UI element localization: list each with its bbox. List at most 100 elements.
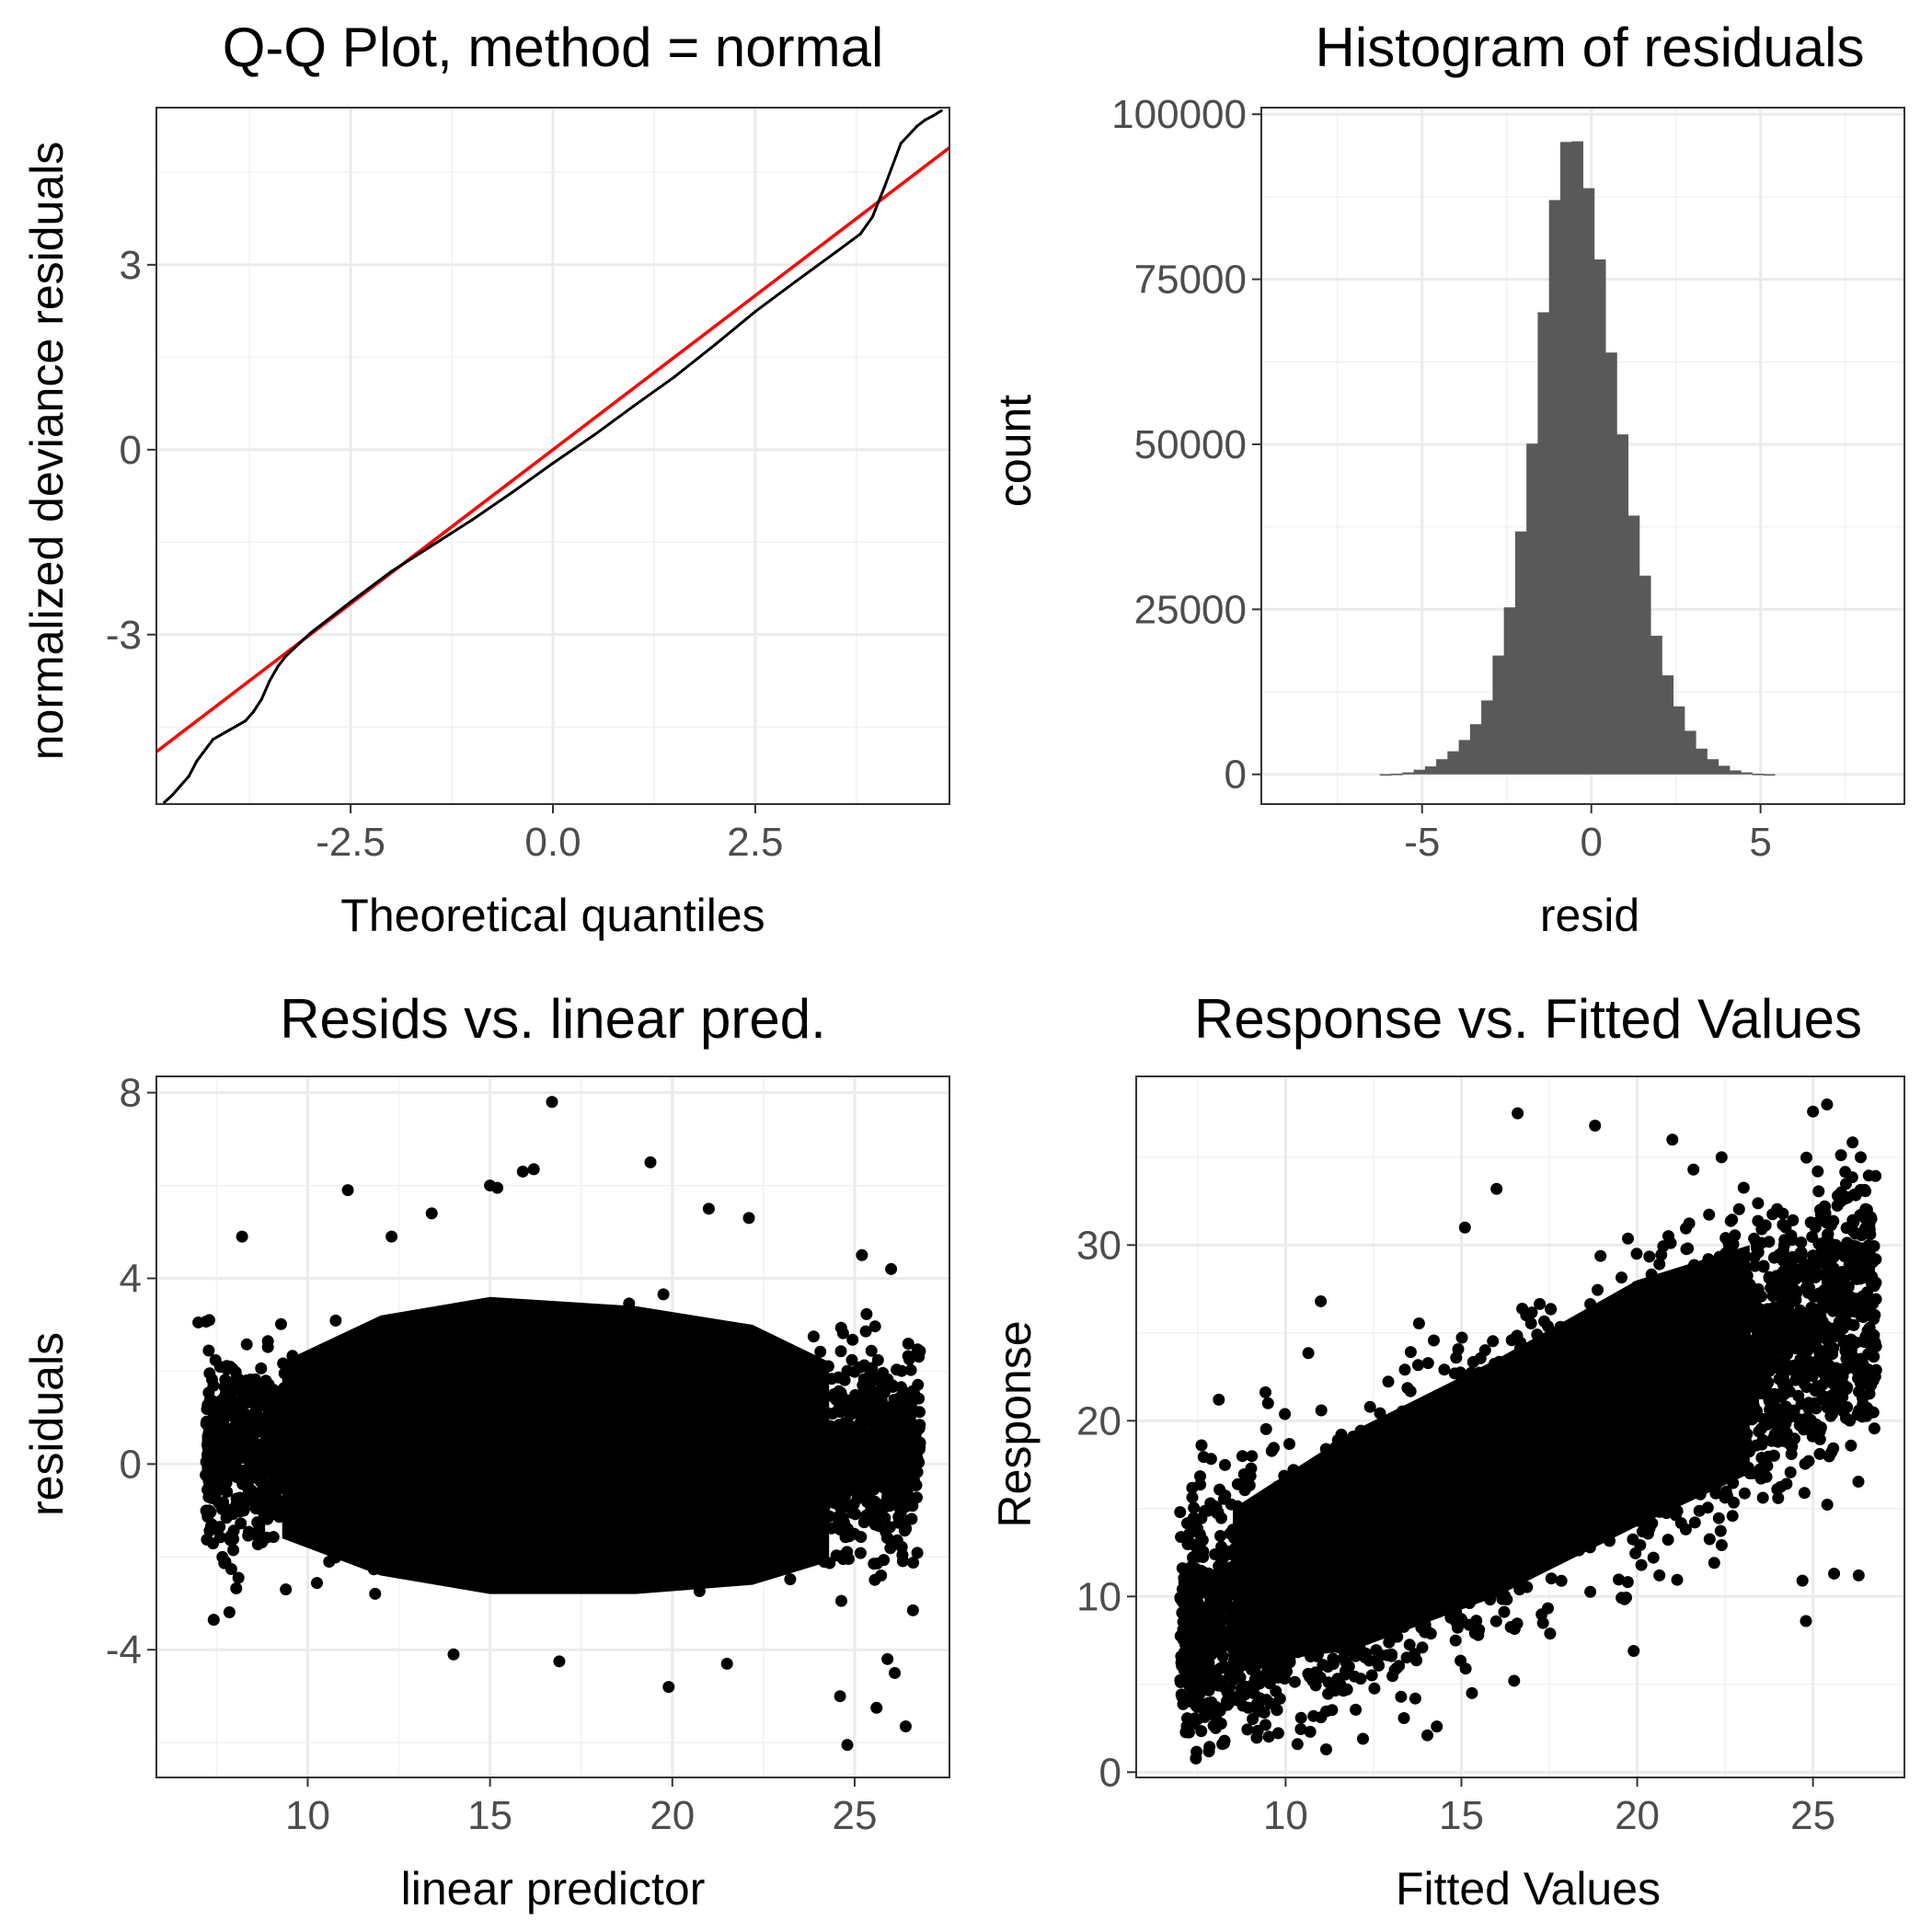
residual-point bbox=[232, 1373, 245, 1386]
residual-point bbox=[865, 1344, 878, 1357]
histogram-bar bbox=[1469, 724, 1482, 775]
residual-point bbox=[889, 1433, 902, 1446]
residual-point bbox=[192, 1316, 205, 1328]
residual-point bbox=[883, 1521, 896, 1534]
residual-point bbox=[240, 1338, 253, 1351]
response-point bbox=[1411, 1359, 1424, 1372]
plot-area bbox=[1379, 141, 1776, 776]
histogram-bar bbox=[1402, 772, 1415, 775]
resids-plot-ylabel: residuals bbox=[21, 1332, 73, 1516]
qq-point bbox=[511, 490, 514, 494]
qq-point bbox=[632, 404, 636, 408]
histogram-bar bbox=[1424, 766, 1437, 775]
residual-point bbox=[209, 1353, 222, 1366]
response-point bbox=[1798, 1487, 1811, 1500]
y-tick-label: 50000 bbox=[1134, 422, 1247, 467]
residual-point bbox=[879, 1512, 891, 1524]
y-tick-label: -3 bbox=[106, 613, 142, 658]
response-point bbox=[1800, 1151, 1812, 1164]
qq-point bbox=[673, 375, 676, 379]
residual-point bbox=[207, 1537, 220, 1550]
residual-point bbox=[742, 1212, 755, 1225]
histogram-bar bbox=[1616, 434, 1629, 775]
residual-point bbox=[265, 1501, 278, 1514]
residual-point bbox=[204, 1520, 217, 1533]
qq-plot-xlabel: Theoretical quantiles bbox=[340, 890, 765, 941]
residual-point bbox=[893, 1497, 906, 1510]
residual-point bbox=[702, 1202, 715, 1215]
residual-point bbox=[857, 1516, 870, 1529]
residual-point bbox=[243, 1525, 255, 1538]
x-tick-label: 2.5 bbox=[727, 820, 783, 865]
residual-point bbox=[846, 1333, 859, 1346]
histogram-bar bbox=[1639, 575, 1651, 775]
qq-point bbox=[244, 719, 247, 723]
residual-point bbox=[385, 1230, 398, 1243]
x-tick-label: 5 bbox=[1749, 820, 1771, 865]
residual-point bbox=[895, 1541, 908, 1553]
residual-point bbox=[834, 1690, 846, 1703]
qq-point bbox=[276, 665, 280, 669]
x-tick-label: 10 bbox=[285, 1793, 330, 1838]
residual-point bbox=[904, 1453, 917, 1466]
y-tick-label: 4 bbox=[120, 1257, 142, 1302]
histogram-bar bbox=[1627, 515, 1640, 775]
residual-point bbox=[855, 1531, 868, 1544]
y-tick-label: 3 bbox=[120, 243, 142, 288]
residual-point bbox=[892, 1461, 905, 1473]
histogram-bar bbox=[1447, 751, 1460, 775]
residual-point bbox=[238, 1397, 251, 1410]
residual-point bbox=[236, 1452, 248, 1464]
residual-point bbox=[207, 1397, 220, 1410]
residual-point bbox=[516, 1165, 529, 1178]
residual-point bbox=[222, 1456, 235, 1468]
residual-point bbox=[873, 1424, 886, 1437]
residual-point bbox=[207, 1614, 220, 1627]
y-tick-label: 0 bbox=[120, 428, 142, 473]
resids-vs-linear-pred-panel: Resids vs. linear pred. linear predictor… bbox=[21, 988, 950, 1915]
residual-point bbox=[223, 1606, 236, 1618]
qq-point bbox=[195, 759, 199, 763]
y-tick-label: 25000 bbox=[1134, 587, 1247, 632]
residual-point bbox=[895, 1364, 908, 1377]
histogram-bar bbox=[1571, 141, 1583, 775]
residual-point bbox=[221, 1486, 234, 1499]
y-tick-label: 100000 bbox=[1111, 92, 1247, 137]
residual-point bbox=[251, 1516, 264, 1529]
x-tick-label: 0.0 bbox=[524, 820, 581, 865]
residual-point bbox=[859, 1325, 872, 1338]
residual-point bbox=[232, 1571, 245, 1584]
response-point bbox=[1368, 1682, 1381, 1695]
residual-point bbox=[228, 1505, 241, 1518]
residual-point bbox=[902, 1401, 914, 1414]
residual-point bbox=[208, 1437, 221, 1450]
histogram-bar bbox=[1763, 774, 1776, 776]
residual-point bbox=[838, 1374, 851, 1386]
histogram-bar bbox=[1548, 200, 1561, 775]
residual-point bbox=[784, 1573, 797, 1586]
residual-point bbox=[212, 1426, 224, 1439]
residual-point bbox=[899, 1719, 912, 1732]
response-point bbox=[1455, 1331, 1468, 1344]
residual-point bbox=[246, 1391, 259, 1403]
qq-point bbox=[551, 461, 555, 466]
qq-point bbox=[713, 343, 717, 347]
histogram-xlabel: resid bbox=[1540, 890, 1639, 941]
histogram-bar bbox=[1707, 759, 1719, 775]
response-point bbox=[1409, 1692, 1421, 1705]
residual-point bbox=[491, 1181, 504, 1194]
histogram-bar bbox=[1582, 188, 1595, 775]
qq-plot-ylabel: normalized deviance residuals bbox=[21, 142, 73, 761]
residual-point bbox=[857, 1445, 869, 1458]
response-point bbox=[1545, 1572, 1558, 1585]
qq-point bbox=[170, 793, 175, 797]
qq-point bbox=[858, 232, 862, 236]
residual-point bbox=[868, 1404, 880, 1417]
histogram-bar bbox=[1537, 312, 1550, 775]
plot-area bbox=[1174, 1098, 1882, 1765]
y-tick-label: 75000 bbox=[1134, 258, 1247, 303]
residual-point bbox=[856, 1434, 868, 1447]
histogram-bar bbox=[1650, 636, 1662, 775]
qq-point bbox=[915, 124, 919, 128]
histogram-bar bbox=[1718, 765, 1731, 775]
